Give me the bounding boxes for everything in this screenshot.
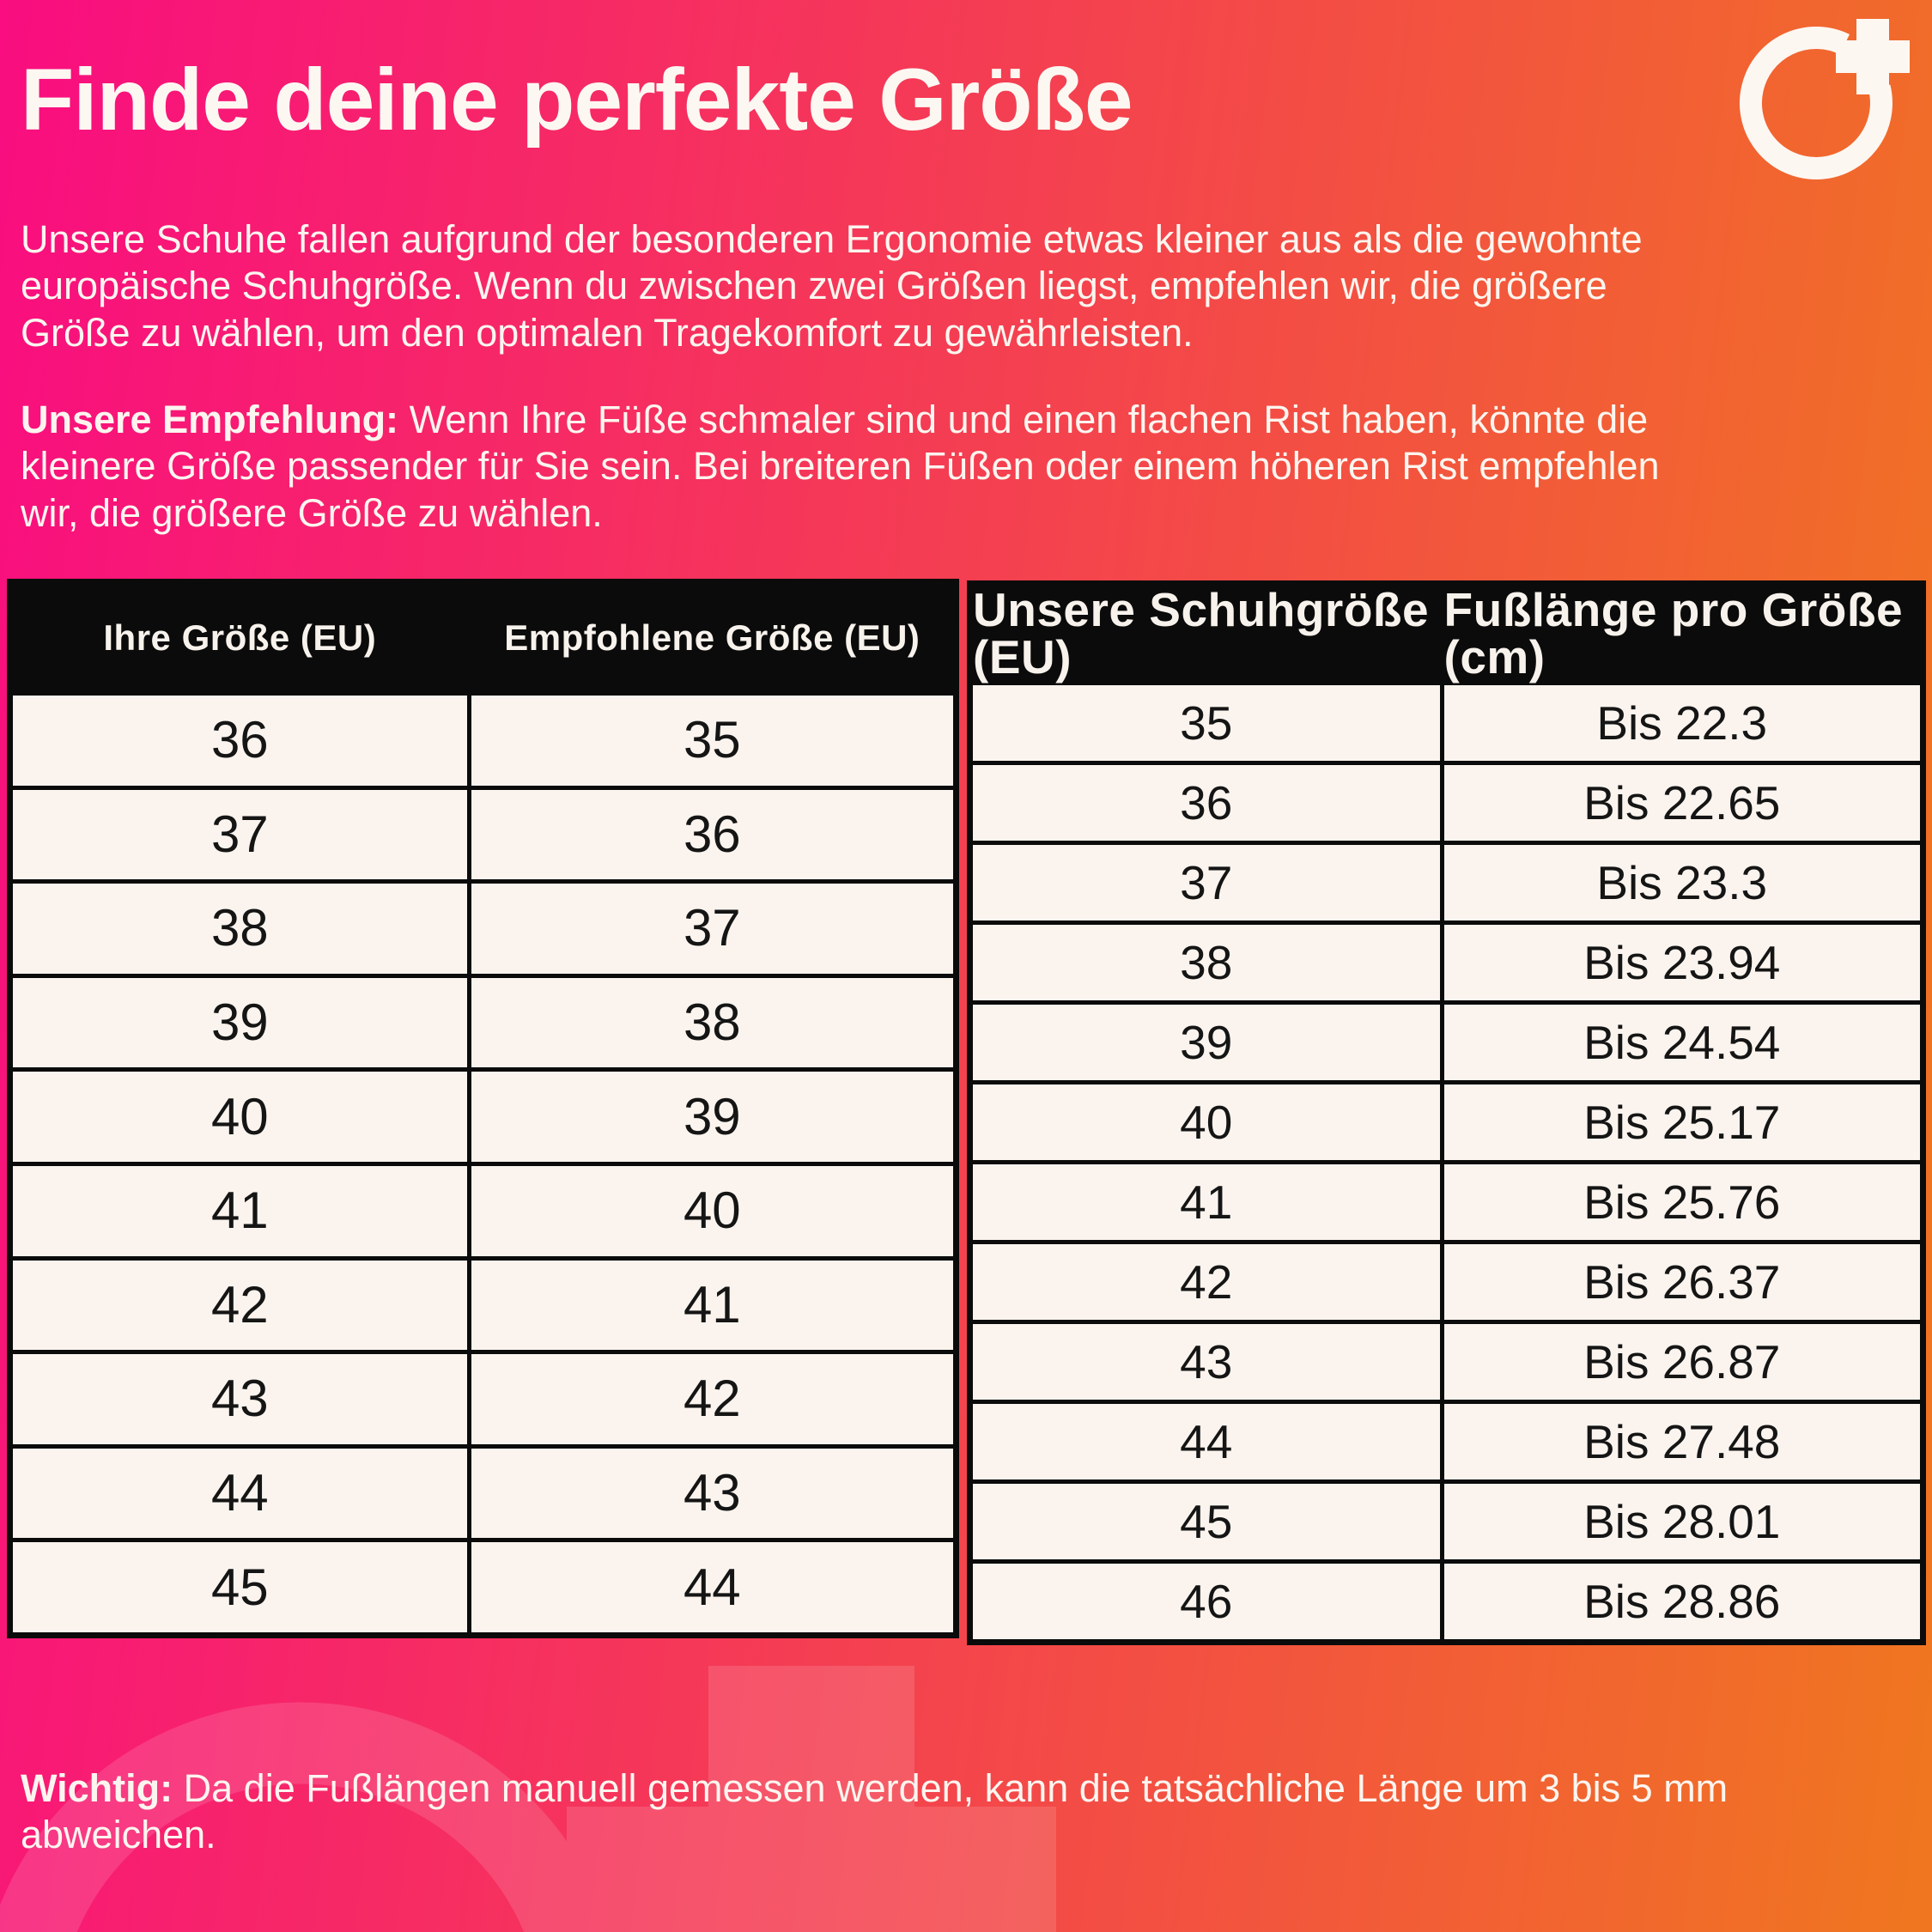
table-cell: 45 xyxy=(13,1542,467,1632)
table-cell: 44 xyxy=(973,1404,1440,1479)
size-conversion-table: Ihre Größe (EU) Empfohlene Größe (EU) 36… xyxy=(7,579,959,1638)
logo-ring xyxy=(1739,27,1893,179)
table-cell: 36 xyxy=(13,696,467,786)
table-cell: 40 xyxy=(973,1084,1440,1160)
table-cell: Bis 24.54 xyxy=(1443,1005,1920,1080)
table-cell: 46 xyxy=(973,1564,1440,1639)
recommendation-text: Wenn Ihre Füße schmaler sind und einen f… xyxy=(21,398,1660,535)
column-header-foot-length: Fußlänge pro Größe (cm) xyxy=(1443,586,1920,681)
circle-plus-logo-icon xyxy=(1739,19,1910,179)
table-cell: 42 xyxy=(471,1354,953,1444)
column-header-recommended-size: Empfohlene Größe (EU) xyxy=(471,585,953,691)
table-cell: 35 xyxy=(471,696,953,786)
note-text: Da die Fußlängen manuell gemessen werden… xyxy=(21,1766,1728,1857)
table-cell: 43 xyxy=(13,1354,467,1444)
table-cell: 39 xyxy=(13,977,467,1068)
table-cell: Bis 27.48 xyxy=(1443,1404,1920,1479)
note-paragraph: Wichtig: Da die Fußlängen manuell gemesse… xyxy=(21,1765,1914,1859)
table-cell: 37 xyxy=(973,845,1440,920)
table-cell: 37 xyxy=(13,789,467,880)
table-cell: 43 xyxy=(471,1448,953,1539)
table-cell: 44 xyxy=(471,1542,953,1632)
table-cell: 44 xyxy=(13,1448,467,1539)
table-cell: 41 xyxy=(973,1164,1440,1240)
table-cell: 41 xyxy=(471,1260,953,1351)
column-header-our-shoe-size: Unsere Schuhgröße (EU) xyxy=(973,586,1440,681)
page-title: Finde deine perfekte Größe xyxy=(21,51,1133,149)
table-cell: Bis 22.3 xyxy=(1443,685,1920,761)
table-cell: Bis 25.76 xyxy=(1443,1164,1920,1240)
table-cell: 39 xyxy=(471,1072,953,1162)
table-cell: 40 xyxy=(13,1072,467,1162)
foot-length-table: Unsere Schuhgröße (EU) Fußlänge pro Größ… xyxy=(967,580,1926,1645)
table-cell: Bis 23.94 xyxy=(1443,925,1920,1000)
table-cell: 41 xyxy=(13,1165,467,1256)
table-cell: Bis 26.37 xyxy=(1443,1244,1920,1320)
logo-plus-horizontal xyxy=(1836,40,1910,73)
table-cell: 37 xyxy=(471,884,953,974)
intro-paragraph: Unsere Schuhe fallen aufgrund der besond… xyxy=(21,217,1643,355)
column-header-your-size: Ihre Größe (EU) xyxy=(13,585,467,691)
note-label: Wichtig: xyxy=(21,1766,173,1810)
table-cell: Bis 22.65 xyxy=(1443,765,1920,841)
table-cell: 45 xyxy=(973,1484,1440,1559)
table-cell: Bis 25.17 xyxy=(1443,1084,1920,1160)
table-cell: 42 xyxy=(973,1244,1440,1320)
table-cell: 42 xyxy=(13,1260,467,1351)
table-cell: 40 xyxy=(471,1165,953,1256)
table-cell: 36 xyxy=(973,765,1440,841)
recommendation-label: Unsere Empfehlung: xyxy=(21,398,399,441)
table-cell: 38 xyxy=(13,884,467,974)
recommendation-paragraph: Unsere Empfehlung: Wenn Ihre Füße schmale… xyxy=(21,397,1914,537)
table-cell: Bis 26.87 xyxy=(1443,1324,1920,1400)
table-cell: Bis 28.86 xyxy=(1443,1564,1920,1639)
table-cell: 39 xyxy=(973,1005,1440,1080)
table-cell: 43 xyxy=(973,1324,1440,1400)
table-cell: Bis 28.01 xyxy=(1443,1484,1920,1559)
table-cell: 35 xyxy=(973,685,1440,761)
table-cell: 38 xyxy=(471,977,953,1068)
table-cell: 36 xyxy=(471,789,953,880)
table-cell: Bis 23.3 xyxy=(1443,845,1920,920)
table-cell: 38 xyxy=(973,925,1440,1000)
